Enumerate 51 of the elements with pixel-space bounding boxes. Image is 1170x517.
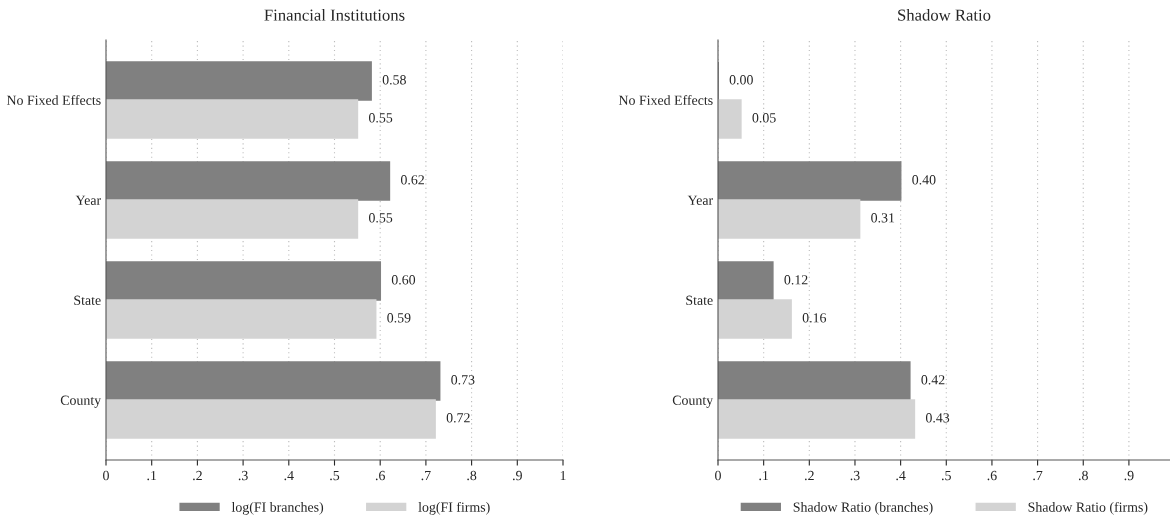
legend-label: log(FI firms) [418,501,490,515]
data-label: 0.55 [368,113,393,123]
data-label: 0.40 [912,175,936,185]
y-tick-label: Year [75,195,102,205]
data-label: 0.60 [391,275,416,285]
data-label: 0.00 [729,75,753,85]
data-label: 0.12 [784,275,808,285]
data-label: 0.43 [925,413,950,423]
x-tick-label: .7 [421,470,431,481]
x-tick-label: .4 [896,470,906,481]
y-tick-label: State [686,295,713,305]
x-tick-label: .4 [284,470,294,481]
data-label: 0.05 [752,113,776,123]
x-tick-label: 0 [715,470,721,481]
data-label: 0.62 [400,175,424,185]
x-tick-label: 0 [103,470,109,481]
y-tick-label: Year [687,195,714,205]
data-label: 0.59 [387,313,411,323]
y-tick-label: No Fixed Effects [6,95,101,105]
y-tick-label: No Fixed Effects [618,95,713,105]
x-tick-label: .3 [238,470,248,481]
legend-label: Shadow Ratio (firms) [1028,501,1148,515]
data-label: 0.55 [368,213,393,223]
data-label: 0.16 [802,313,827,323]
legend-label: log(FI branches) [231,502,324,515]
y-tick-label: County [60,395,102,408]
data-label: 0.42 [921,375,945,385]
x-tick-label: .6 [375,470,385,481]
y-tick-label: County [672,395,714,408]
x-tick-label: .1 [147,470,157,481]
x-tick-label: 1 [560,470,566,481]
data-label: 0.58 [382,75,406,85]
x-tick-label: .9 [513,470,522,481]
data-label: 0.31 [871,213,895,223]
x-tick-label: .8 [467,470,477,481]
legend-label: Shadow Ratio (branches) [793,502,933,515]
y-tick-label: State [74,295,101,305]
x-tick-label: .8 [1078,470,1088,481]
x-tick-label: .6 [987,470,997,481]
x-tick-label: .2 [805,470,814,481]
x-tick-label: .1 [759,470,769,481]
data-label: 0.73 [451,375,475,385]
chart-title: Financial Institutions [264,8,405,21]
x-tick-label: .7 [1033,470,1043,481]
x-tick-label: .5 [330,470,340,481]
x-tick-label: .2 [193,470,202,481]
x-tick-label: .3 [850,470,860,481]
chart-title: Shadow Ratio [898,8,991,21]
x-tick-label: .5 [941,470,951,481]
data-label: 0.72 [446,413,470,423]
x-tick-label: .9 [1124,470,1134,481]
